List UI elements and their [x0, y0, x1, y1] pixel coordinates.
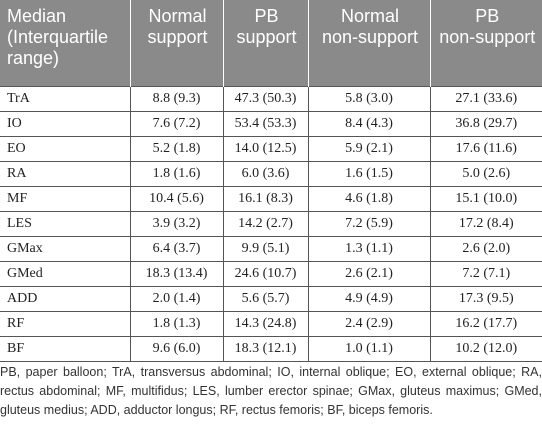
muscle-cell: GMed: [0, 260, 130, 286]
header-cell-normal-non-support: Normal non-support: [307, 0, 430, 86]
normal-non-support-cell: 7.2 (5.9): [307, 210, 430, 236]
header-line: support: [236, 27, 297, 47]
normal-support-cell: 3.9 (3.2): [129, 210, 223, 236]
muscle-cell: BF: [0, 335, 130, 362]
normal-support-cell: 18.3 (13.4): [129, 260, 223, 286]
normal-non-support-cell: 5.9 (2.1): [307, 135, 430, 161]
pb-support-cell: 16.1 (8.3): [222, 185, 308, 211]
normal-non-support-cell: 1.0 (1.1): [307, 335, 430, 362]
normal-support-cell: 8.8 (9.3): [129, 85, 223, 111]
normal-non-support-cell: 4.9 (4.9): [307, 285, 430, 311]
muscle-cell: EO: [0, 135, 130, 161]
table-row: GMed 18.3 (13.4) 24.6 (10.7) 2.6 (2.1) 7.2 (…: [0, 260, 542, 286]
emg-median-table: Median (Interquartile range) Normal supp…: [0, 0, 542, 362]
pb-support-cell: 6.0 (3.6): [222, 160, 308, 186]
pb-non-support-cell: 2.6 (2.0): [429, 235, 542, 261]
header-line: Normal: [340, 6, 399, 26]
muscle-cell: ADD: [0, 285, 130, 311]
pb-support-cell: 9.9 (5.1): [222, 235, 308, 261]
pb-non-support-cell: 27.1 (33.6): [429, 85, 542, 111]
normal-support-cell: 9.6 (6.0): [129, 335, 223, 362]
normal-non-support-cell: 8.4 (4.3): [307, 110, 430, 136]
header-line: PB: [254, 6, 279, 26]
muscle-cell: IO: [0, 110, 130, 136]
pb-support-cell: 47.3 (50.3): [222, 85, 308, 111]
pb-non-support-cell: 10.2 (12.0): [429, 335, 542, 362]
table-row: MF 10.4 (5.6) 16.1 (8.3) 4.6 (1.8) 15.1 (10.…: [0, 185, 542, 211]
pb-support-cell: 14.0 (12.5): [222, 135, 308, 161]
pb-non-support-cell: 36.8 (29.7): [429, 110, 542, 136]
muscle-cell: GMax: [0, 235, 130, 261]
header-line: non-support: [321, 27, 419, 47]
header-cell-pb-support: PB support: [222, 0, 308, 86]
header-line: support: [147, 27, 208, 47]
muscle-cell: TrA: [0, 85, 130, 111]
table-row: IO 7.6 (7.2) 53.4 (53.3) 8.4 (4.3) 36.8 (29.…: [0, 110, 542, 136]
pb-support-cell: 24.6 (10.7): [222, 260, 308, 286]
normal-support-cell: 5.2 (1.8): [129, 135, 223, 161]
table-row: RF 1.8 (1.3) 14.3 (24.8) 2.4 (2.9) 16.2 (17.…: [0, 310, 542, 336]
header-row: Median (Interquartile range) Normal supp…: [0, 0, 542, 86]
normal-support-cell: 6.4 (3.7): [129, 235, 223, 261]
header-cell-median: Median (Interquartile range): [0, 0, 130, 86]
normal-support-cell: 7.6 (7.2): [129, 110, 223, 136]
header-cell-normal-support: Normal support: [129, 0, 223, 86]
table-body: TrA 8.8 (9.3) 47.3 (50.3) 5.8 (3.0) 27.1 (33…: [0, 85, 542, 362]
muscle-cell: RF: [0, 310, 130, 336]
pb-support-cell: 18.3 (12.1): [222, 335, 308, 362]
table-row: EO 5.2 (1.8) 14.0 (12.5) 5.9 (2.1) 17.6 (11.…: [0, 135, 542, 161]
normal-non-support-cell: 5.8 (3.0): [307, 85, 430, 111]
table-row: RA 1.8 (1.6) 6.0 (3.6) 1.6 (1.5) 5.0 (2.6): [0, 160, 542, 186]
header-line: Normal: [148, 6, 207, 26]
header-line: (Interquartile: [7, 27, 109, 47]
pb-support-cell: 14.3 (24.8): [222, 310, 308, 336]
table-row: ADD 2.0 (1.4) 5.6 (5.7) 4.9 (4.9) 17.3 (9.5): [0, 285, 542, 311]
header-line: Median: [7, 6, 67, 26]
header-line: PB: [475, 6, 500, 26]
table-row: TrA 8.8 (9.3) 47.3 (50.3) 5.8 (3.0) 27.1 (33…: [0, 85, 542, 111]
pb-non-support-cell: 16.2 (17.7): [429, 310, 542, 336]
pb-non-support-cell: 15.1 (10.0): [429, 185, 542, 211]
table-header: Median (Interquartile range) Normal supp…: [0, 0, 542, 86]
normal-non-support-cell: 4.6 (1.8): [307, 185, 430, 211]
muscle-cell: LES: [0, 210, 130, 236]
header-line: range): [7, 48, 60, 68]
normal-non-support-cell: 1.6 (1.5): [307, 160, 430, 186]
pb-non-support-cell: 17.3 (9.5): [429, 285, 542, 311]
normal-support-cell: 2.0 (1.4): [129, 285, 223, 311]
pb-non-support-cell: 7.2 (7.1): [429, 260, 542, 286]
normal-non-support-cell: 2.4 (2.9): [307, 310, 430, 336]
table-row: LES 3.9 (3.2) 14.2 (2.7) 7.2 (5.9) 17.2 (8.4…: [0, 210, 542, 236]
muscle-cell: RA: [0, 160, 130, 186]
pb-non-support-cell: 5.0 (2.6): [429, 160, 542, 186]
table-row: GMax 6.4 (3.7) 9.9 (5.1) 1.3 (1.1) 2.6 (2.0): [0, 235, 542, 261]
header-cell-pb-non-support: PB non-support: [429, 0, 542, 86]
normal-non-support-cell: 1.3 (1.1): [307, 235, 430, 261]
pb-support-cell: 53.4 (53.3): [222, 110, 308, 136]
normal-support-cell: 10.4 (5.6): [129, 185, 223, 211]
normal-support-cell: 1.8 (1.6): [129, 160, 223, 186]
pb-non-support-cell: 17.6 (11.6): [429, 135, 542, 161]
header-line: non-support: [439, 27, 536, 47]
table-footnote: PB, paper balloon; TrA, transversus abdo…: [0, 365, 542, 417]
pb-non-support-cell: 17.2 (8.4): [429, 210, 542, 236]
pb-support-cell: 14.2 (2.7): [222, 210, 308, 236]
normal-non-support-cell: 2.6 (2.1): [307, 260, 430, 286]
table-row: BF 9.6 (6.0) 18.3 (12.1) 1.0 (1.1) 10.2 (12.…: [0, 335, 542, 362]
normal-support-cell: 1.8 (1.3): [129, 310, 223, 336]
muscle-cell: MF: [0, 185, 130, 211]
pb-support-cell: 5.6 (5.7): [222, 285, 308, 311]
